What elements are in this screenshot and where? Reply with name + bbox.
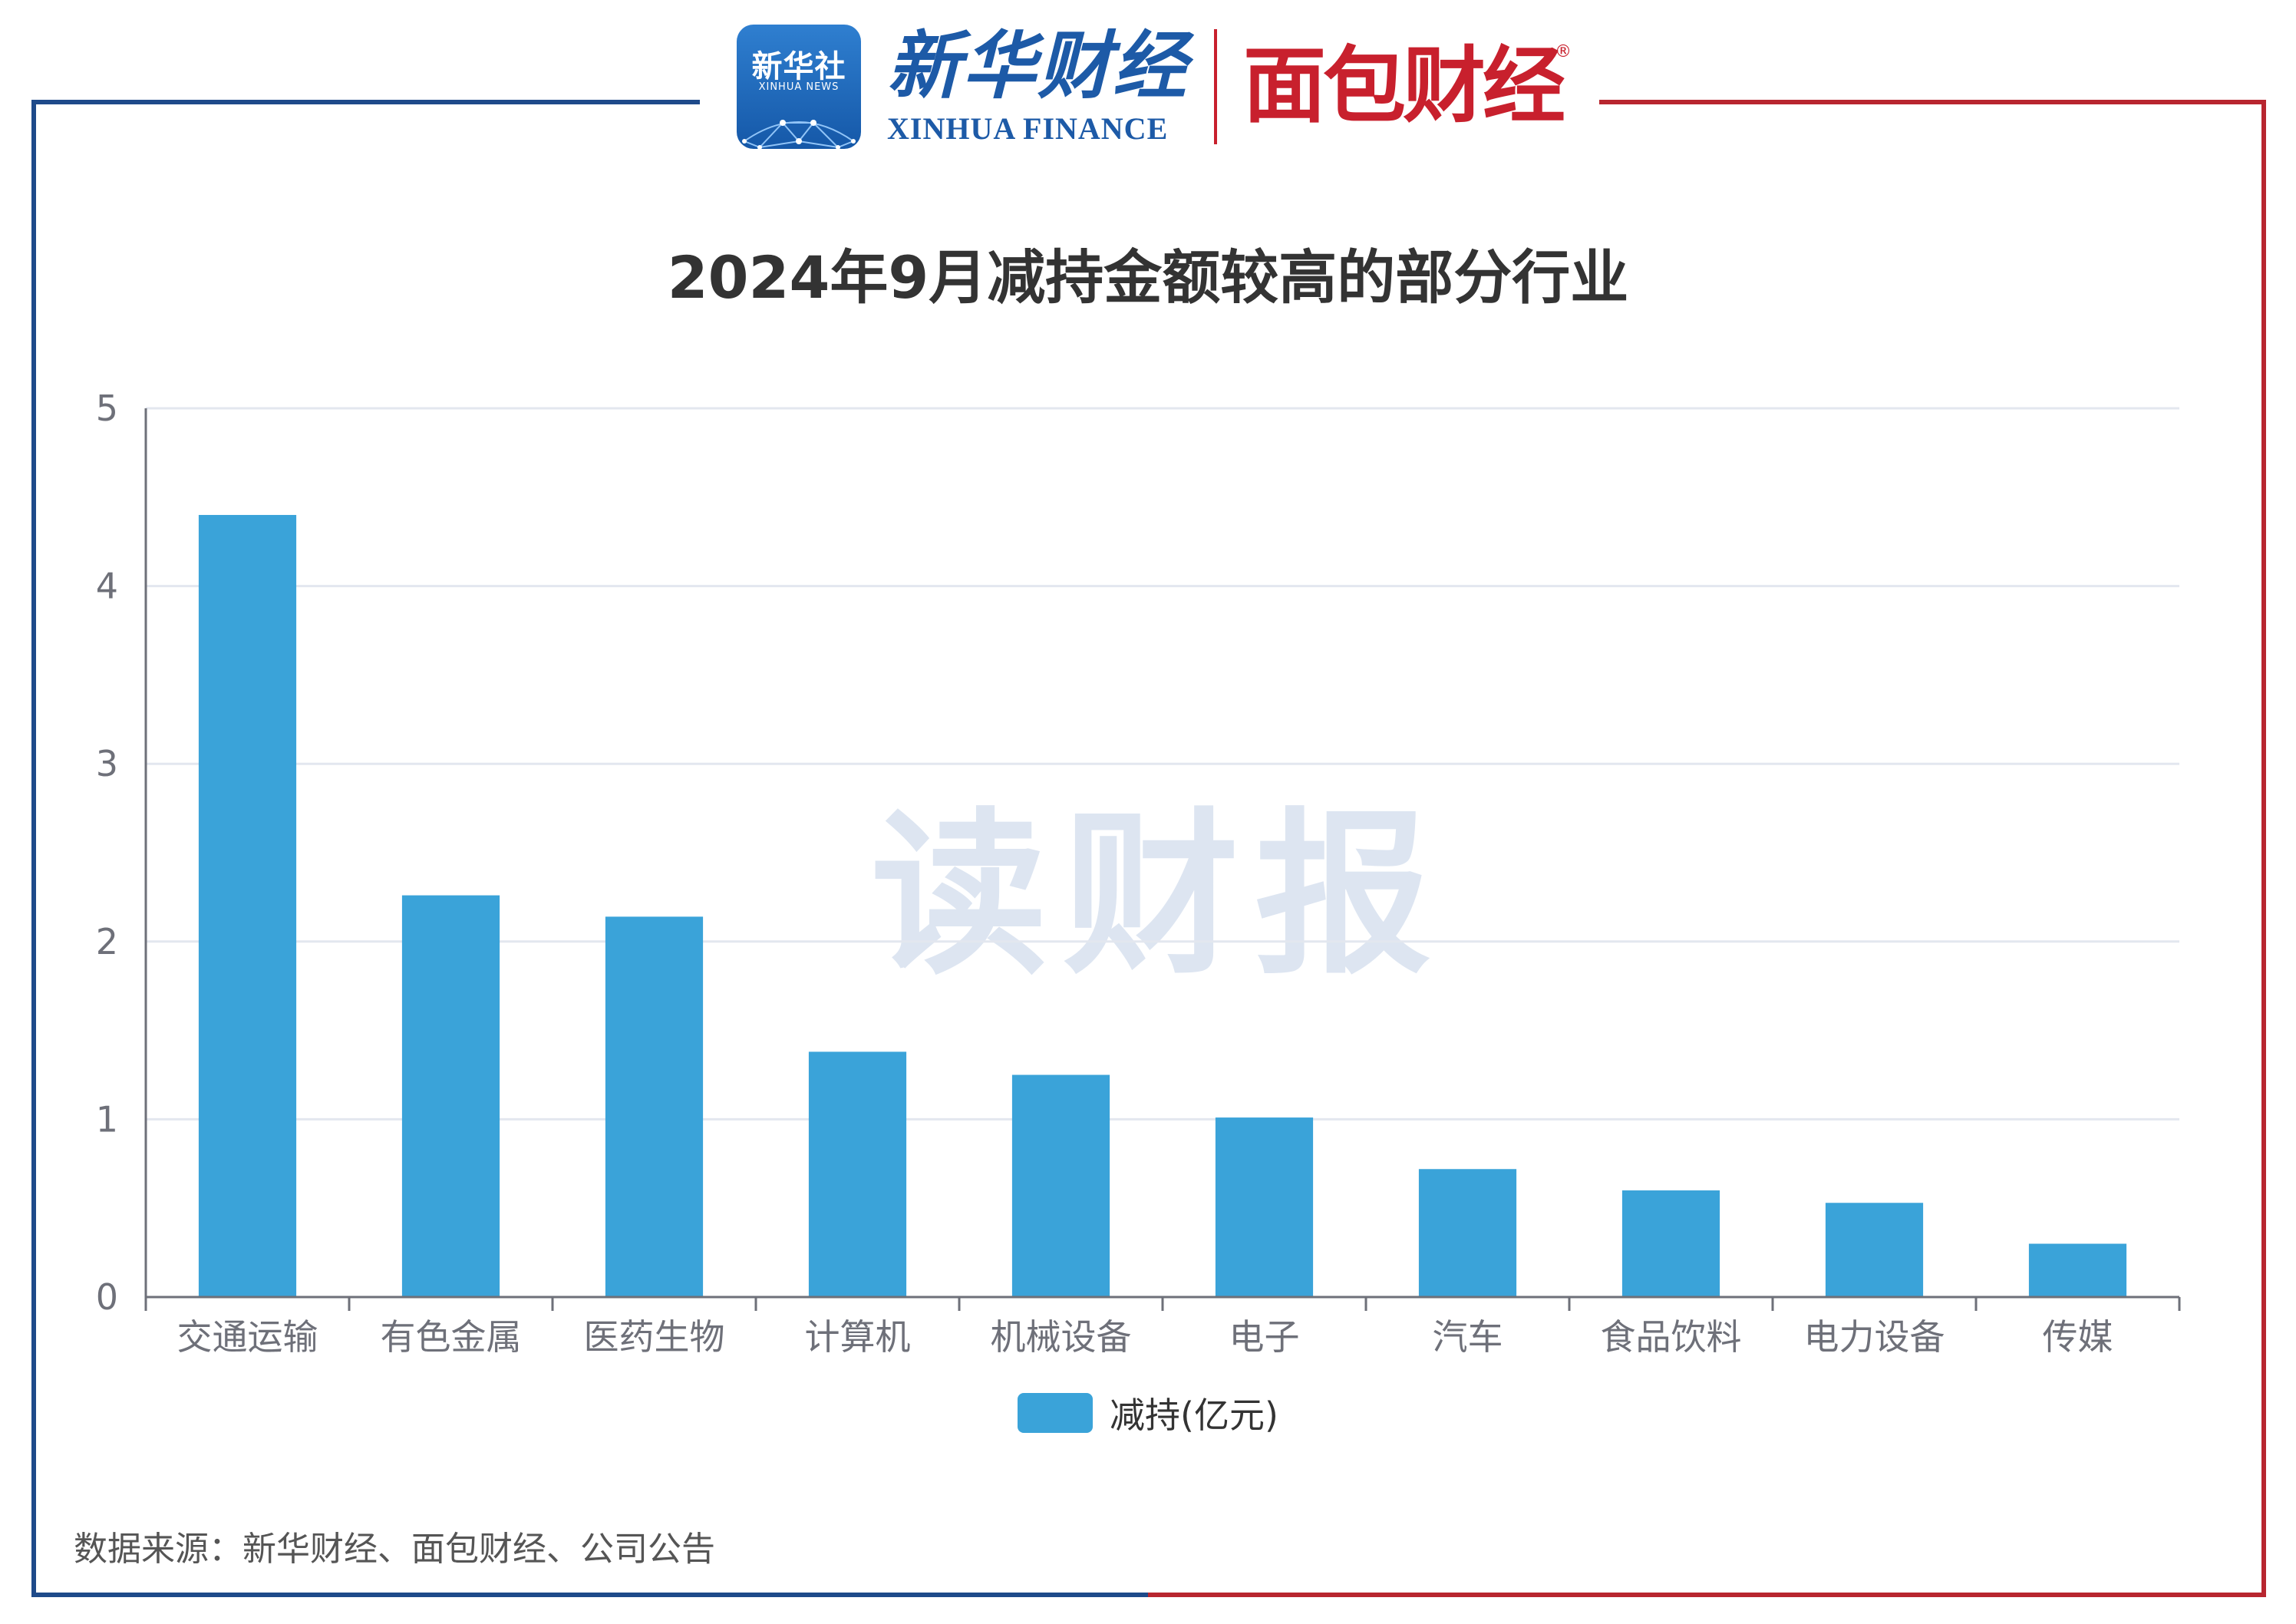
bar[interactable] xyxy=(1418,1169,1517,1297)
chart-title: 2024年9月减持金额较高的部分行业 xyxy=(667,243,1629,312)
bar[interactable] xyxy=(401,895,500,1297)
x-tick-label: 医药生物 xyxy=(584,1316,725,1358)
xinhua-finance-logo: 新华财经 XINHUA FINANCE xyxy=(887,29,1188,144)
bar[interactable] xyxy=(1215,1117,1314,1297)
frame-left-border xyxy=(31,100,1148,1597)
bar[interactable] xyxy=(605,916,704,1297)
bar[interactable] xyxy=(1621,1190,1720,1297)
xinhua-badge-sub: XINHUA NEWS xyxy=(758,81,840,93)
y-tick-label: 5 xyxy=(96,388,118,429)
legend[interactable]: 减持(亿元) xyxy=(0,1388,2296,1438)
network-globe-icon xyxy=(742,120,856,149)
y-tick-label: 4 xyxy=(96,566,118,607)
x-tick-label: 食品饮料 xyxy=(1601,1316,1742,1358)
bar[interactable] xyxy=(1825,1203,1924,1297)
x-tick-label: 机械设备 xyxy=(991,1316,1132,1358)
y-tick-label: 3 xyxy=(96,743,118,784)
y-tick-label: 0 xyxy=(96,1276,118,1318)
bar[interactable] xyxy=(2028,1243,2127,1297)
xinhua-finance-cn: 新华财经 xyxy=(887,22,1188,109)
x-tick-label: 计算机 xyxy=(805,1316,911,1358)
x-tick-label: 电子 xyxy=(1229,1316,1300,1358)
grid-lines xyxy=(146,407,2179,1121)
bar[interactable] xyxy=(198,514,297,1297)
xinhua-news-logo: 新华社 XINHUA NEWS xyxy=(737,25,861,149)
watermark: 读财报 xyxy=(870,794,1447,998)
y-tick-label: 2 xyxy=(96,921,118,962)
xinhua-badge-text: 新华社 xyxy=(751,49,846,84)
x-tick-label: 有色金属 xyxy=(381,1316,522,1358)
mianbao-cn: 面包财经 xyxy=(1243,38,1565,134)
frame-right-border xyxy=(1148,100,2266,1597)
legend-swatch xyxy=(1018,1393,1094,1433)
x-tick-label: 电力设备 xyxy=(1804,1316,1945,1358)
bar[interactable] xyxy=(808,1051,907,1297)
brand-divider xyxy=(1214,29,1217,144)
bars xyxy=(198,514,2127,1298)
brand-header: 新华社 XINHUA NEWS 新华财经 XINHUA FINANCE 面包财经… xyxy=(737,21,1572,152)
registered-mark: ® xyxy=(1555,42,1572,61)
axes xyxy=(144,408,2181,1311)
xinhua-finance-en: XINHUA FINANCE xyxy=(887,111,1169,146)
bar[interactable] xyxy=(1011,1074,1110,1298)
source-note: 数据来源：新华财经、面包财经、公司公告 xyxy=(74,1530,715,1569)
legend-label: 减持(亿元) xyxy=(1110,1395,1278,1436)
tick-labels: 0 1 2 3 4 5 交通运输 有色金属 医药生物 计算机 机械设备 电子 汽车 食品饮料 电力设备 传媒 xyxy=(96,388,2113,1358)
mianbao-finance-logo: 面包财经 ® xyxy=(1243,38,1572,134)
x-tick-label: 传媒 xyxy=(2043,1316,2113,1358)
x-tick-label: 汽车 xyxy=(1433,1316,1503,1358)
x-tick-label: 交通运输 xyxy=(177,1316,318,1358)
y-tick-label: 1 xyxy=(96,1098,118,1140)
